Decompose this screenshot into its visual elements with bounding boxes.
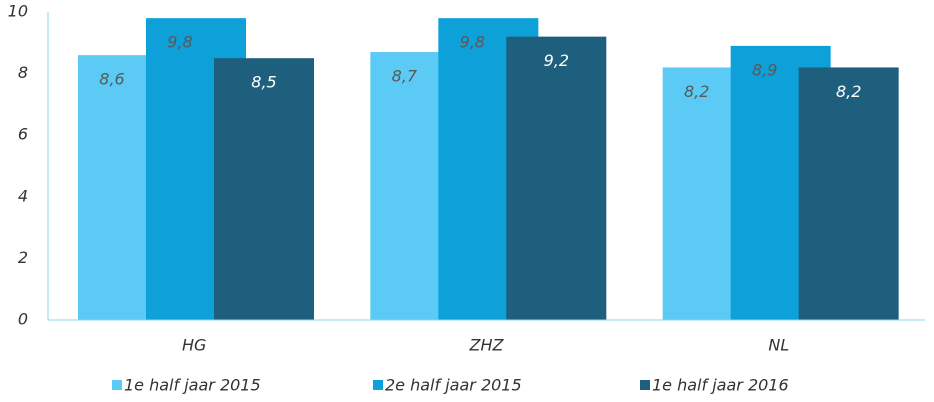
y-tick-label: 10 (8, 2, 28, 21)
y-tick-label: 6 (18, 125, 28, 144)
legend-label: 1e half jaar 2015 (124, 376, 261, 395)
data-label: 8,2 (836, 82, 861, 101)
bar (798, 67, 899, 320)
x-tick-label: HG (182, 336, 206, 355)
y-tick-label: 8 (18, 63, 28, 82)
legend-swatch (373, 380, 383, 390)
x-tick-label: ZHZ (469, 336, 505, 355)
y-tick-label: 4 (18, 186, 28, 205)
data-label: 9,8 (167, 33, 192, 52)
legend-swatch (640, 380, 650, 390)
legend-swatch (112, 380, 122, 390)
legend-label: 2e half jaar 2015 (385, 376, 522, 395)
data-label: 8,5 (251, 73, 276, 92)
y-tick-label: 2 (18, 248, 28, 267)
data-label: 9,2 (544, 51, 569, 70)
data-label: 8,2 (684, 82, 709, 101)
y-tick-label: 0 (18, 310, 28, 329)
x-tick-label: NL (768, 336, 789, 355)
legend-label: 1e half jaar 2016 (652, 376, 789, 395)
bar (214, 58, 314, 320)
data-label: 9,8 (460, 33, 485, 52)
data-label: 8,6 (99, 70, 124, 89)
bar (506, 36, 607, 320)
data-label: 8,7 (392, 67, 418, 86)
data-label: 8,9 (752, 60, 777, 79)
